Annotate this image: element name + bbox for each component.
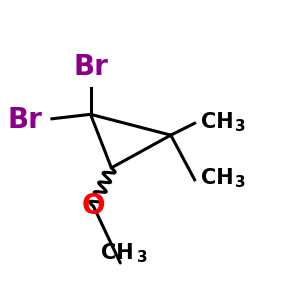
Text: Br: Br: [8, 106, 43, 134]
Text: 3: 3: [137, 250, 148, 265]
Text: Br: Br: [73, 53, 108, 81]
Text: 3: 3: [235, 175, 246, 190]
Text: 3: 3: [235, 119, 246, 134]
Text: CH: CH: [201, 112, 233, 132]
Text: CH: CH: [201, 168, 233, 188]
Text: O: O: [82, 193, 105, 220]
Text: CH: CH: [101, 242, 134, 262]
